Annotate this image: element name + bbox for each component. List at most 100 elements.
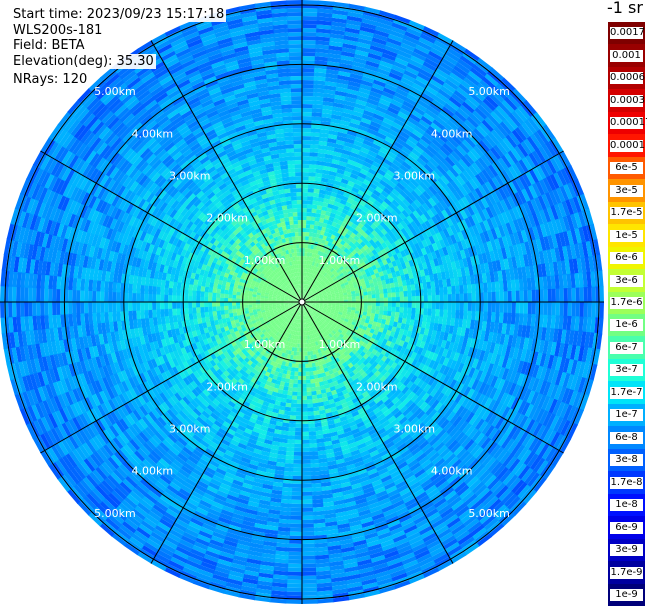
range-gate-cell bbox=[314, 286, 319, 290]
range-gate-cell bbox=[156, 293, 161, 302]
range-gate-cell bbox=[189, 336, 196, 345]
range-gate-cell bbox=[210, 244, 217, 251]
range-gate-cell bbox=[343, 279, 348, 284]
range-gate-cell bbox=[184, 301, 189, 309]
range-gate-cell bbox=[343, 205, 351, 212]
range-gate-cell bbox=[350, 309, 356, 314]
range-gate-cell bbox=[330, 311, 335, 315]
range-gate-cell bbox=[310, 273, 313, 278]
range-gate-cell bbox=[455, 310, 460, 319]
range-gate-cell bbox=[244, 304, 249, 309]
range-gate-cell bbox=[340, 317, 345, 321]
range-gate-cell bbox=[202, 363, 210, 372]
range-gate-cell bbox=[313, 315, 317, 320]
range-gate-cell bbox=[235, 206, 243, 213]
range-gate-cell bbox=[303, 307, 306, 312]
range-gate-cell bbox=[267, 402, 275, 409]
range-gate-cell bbox=[333, 201, 341, 207]
range-gate-cell bbox=[375, 302, 380, 307]
range-gate-cell bbox=[280, 303, 285, 306]
range-gate-cell bbox=[276, 262, 282, 267]
range-gate-cell bbox=[291, 200, 298, 205]
range-gate-cell bbox=[230, 319, 236, 325]
range-gate-cell bbox=[301, 347, 305, 352]
range-gate-cell bbox=[305, 306, 309, 311]
range-gate-cell bbox=[184, 289, 189, 296]
range-gate-cell bbox=[289, 220, 295, 225]
range-gate-cell bbox=[286, 156, 295, 161]
range-gate-cell bbox=[317, 272, 321, 277]
range-gate-cell bbox=[330, 336, 336, 341]
range-gate-cell bbox=[269, 216, 276, 222]
range-gate-cell bbox=[325, 311, 330, 315]
range-gate-cell bbox=[342, 340, 349, 346]
range-gate-cell bbox=[319, 306, 324, 309]
range-gate-cell bbox=[340, 255, 346, 262]
range-gate-cell bbox=[378, 214, 386, 222]
range-gate-cell bbox=[220, 224, 228, 232]
range-gate-cell bbox=[275, 331, 280, 336]
range-gate-cell bbox=[281, 326, 286, 331]
range-gate-cell bbox=[315, 313, 320, 317]
range-gate-cell bbox=[295, 260, 299, 265]
range-gate-cell bbox=[305, 288, 308, 293]
range-gate-cell bbox=[284, 295, 289, 298]
range-gate-cell bbox=[274, 340, 279, 346]
range-gate-cell bbox=[315, 302, 320, 304]
range-gate-cell bbox=[223, 226, 231, 234]
range-gate-cell bbox=[302, 132, 312, 137]
range-gate-cell bbox=[362, 365, 369, 372]
range-gate-cell bbox=[273, 275, 278, 280]
range-gate-cell bbox=[222, 233, 230, 241]
range-gate-cell bbox=[136, 292, 141, 302]
range-gate-cell bbox=[160, 286, 165, 295]
range-gate-cell bbox=[232, 384, 240, 391]
range-gate-cell bbox=[293, 281, 296, 286]
range-gate-cell bbox=[278, 409, 285, 415]
range-gate-cell bbox=[312, 329, 316, 334]
range-gate-cell bbox=[306, 296, 311, 299]
range-gate-cell bbox=[140, 284, 145, 294]
range-gate-cell bbox=[246, 270, 252, 276]
range-gate-cell bbox=[384, 364, 391, 372]
range-gate-cell bbox=[340, 325, 346, 330]
range-gate-cell bbox=[304, 343, 307, 348]
range-gate-cell bbox=[264, 307, 269, 310]
range-gate-cell bbox=[328, 266, 333, 271]
range-gate-cell bbox=[203, 327, 209, 334]
range-gate-cell bbox=[306, 252, 310, 257]
range-gate-cell bbox=[290, 293, 295, 297]
range-gate-cell bbox=[325, 319, 330, 324]
range-gate-cell bbox=[355, 292, 360, 297]
range-gate-cell bbox=[321, 359, 326, 365]
range-gate-cell bbox=[224, 309, 229, 315]
range-gate-cell bbox=[315, 281, 320, 286]
range-gate-cell bbox=[307, 285, 310, 290]
range-gate-cell bbox=[332, 277, 338, 282]
range-gate-cell bbox=[352, 281, 358, 286]
range-gate-cell bbox=[286, 262, 291, 267]
range-gate-cell bbox=[272, 348, 278, 354]
range-gate-cell bbox=[365, 315, 371, 321]
range-gate-cell bbox=[277, 317, 282, 321]
range-gate-cell bbox=[272, 323, 277, 328]
range-gate-cell bbox=[228, 309, 233, 314]
range-gate-cell bbox=[273, 250, 278, 256]
range-gate-cell bbox=[308, 168, 317, 173]
range-gate-cell bbox=[298, 327, 301, 332]
range-gate-cell bbox=[285, 224, 291, 230]
range-gate-cell bbox=[369, 328, 375, 334]
range-gate-cell bbox=[371, 236, 379, 244]
range-gate-cell bbox=[302, 152, 311, 157]
range-gate-cell bbox=[281, 352, 286, 358]
range-gate-cell bbox=[287, 245, 291, 250]
range-gate-cell bbox=[371, 242, 379, 250]
range-gate-cell bbox=[276, 235, 282, 241]
range-gate-cell bbox=[306, 295, 310, 299]
range-gate-cell bbox=[371, 354, 378, 362]
range-gate-cell bbox=[382, 378, 390, 386]
range-gate-cell bbox=[257, 310, 262, 314]
range-gate-cell bbox=[268, 195, 275, 202]
range-gate-cell bbox=[290, 192, 297, 197]
range-gate-cell bbox=[292, 273, 296, 278]
